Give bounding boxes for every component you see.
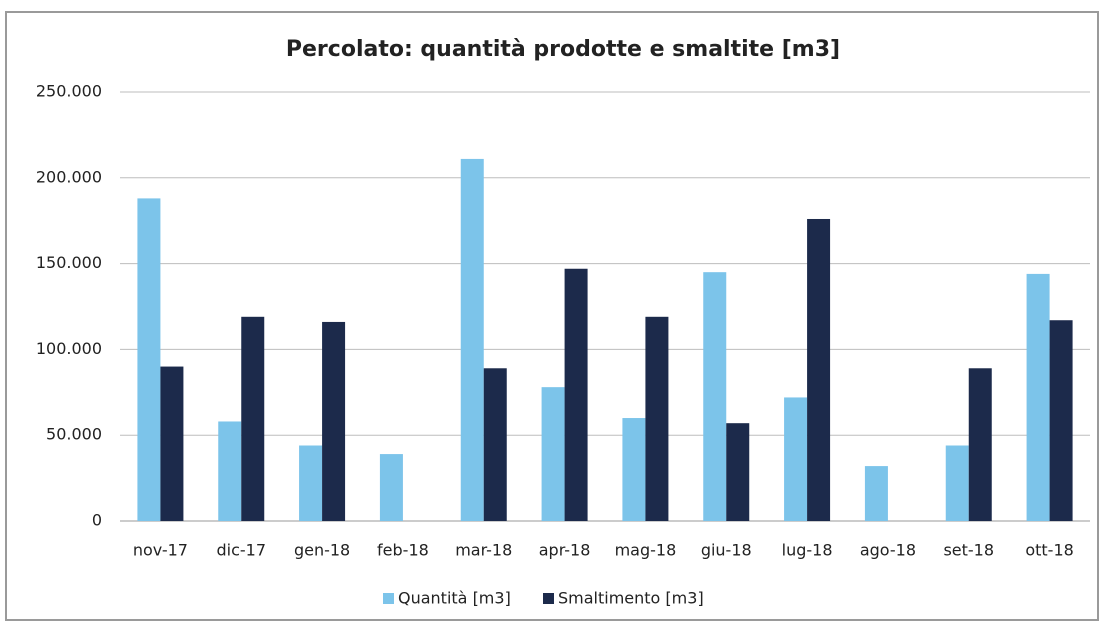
bar	[541, 387, 565, 521]
x-tick-label: dic-17	[216, 541, 266, 560]
legend-swatch	[543, 593, 554, 604]
bar	[945, 445, 969, 521]
bar	[379, 454, 403, 521]
bar	[864, 466, 888, 521]
x-tick-label: lug-18	[782, 541, 833, 560]
x-tick-label: mag-18	[615, 541, 677, 560]
x-tick-label: apr-18	[539, 541, 591, 560]
bar	[726, 423, 750, 521]
chart-title: Percolato: quantità prodotte e smaltite …	[286, 37, 840, 62]
bar	[564, 268, 588, 521]
bar	[784, 397, 808, 521]
y-tick-label: 50.000	[46, 425, 102, 444]
legend-label: Quantità [m3]	[398, 589, 511, 608]
bar	[968, 368, 992, 521]
chart-frame	[5, 11, 1099, 621]
x-tick-label: gen-18	[294, 541, 350, 560]
bar	[1049, 320, 1073, 521]
bar	[299, 445, 323, 521]
bar	[703, 272, 727, 521]
bar	[241, 316, 265, 521]
bar	[218, 421, 242, 521]
y-tick-label: 0	[92, 511, 102, 530]
x-tick-label: giu-18	[701, 541, 752, 560]
bar	[1026, 273, 1050, 521]
x-tick-label: set-18	[943, 541, 994, 560]
x-tick-label: feb-18	[377, 541, 429, 560]
x-tick-label: ago-18	[860, 541, 916, 560]
bar	[322, 321, 346, 521]
y-tick-label: 200.000	[36, 167, 102, 186]
x-tick-label: ott-18	[1025, 541, 1073, 560]
bar	[460, 158, 484, 521]
bar	[645, 316, 669, 521]
x-tick-label: mar-18	[455, 541, 512, 560]
legend-label: Smaltimento [m3]	[558, 589, 704, 608]
bar	[483, 368, 507, 521]
bar	[622, 418, 646, 521]
y-tick-label: 250.000	[36, 82, 102, 101]
bar	[807, 218, 831, 521]
x-tick-label: nov-17	[133, 541, 188, 560]
legend-swatch	[383, 593, 394, 604]
bar	[160, 366, 184, 521]
y-tick-label: 100.000	[36, 339, 102, 358]
y-tick-label: 150.000	[36, 253, 102, 272]
bar	[137, 198, 161, 521]
